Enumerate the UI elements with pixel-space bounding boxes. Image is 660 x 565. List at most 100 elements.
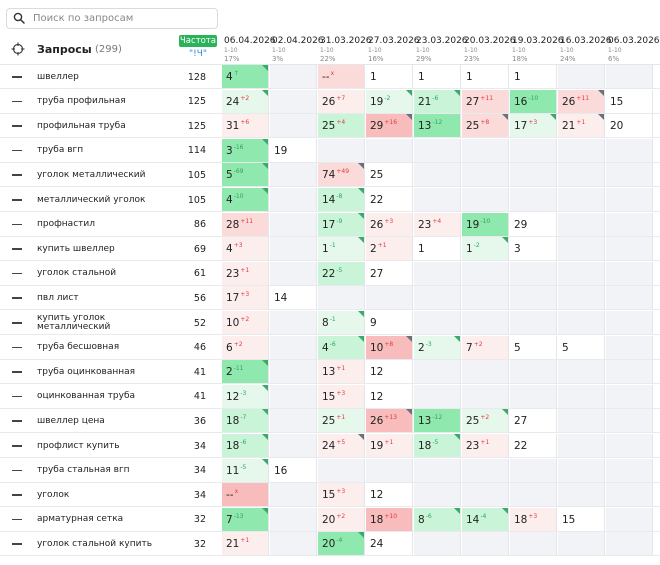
position-cell[interactable]: 29+16 xyxy=(366,114,413,138)
position-cell[interactable]: 18-6 xyxy=(222,434,269,457)
position-cell[interactable]: 8-1 xyxy=(318,311,365,334)
position-cell[interactable]: 26+3 xyxy=(366,212,413,236)
position-cell[interactable]: 19+1 xyxy=(366,434,413,457)
position-cell[interactable]: 18-7 xyxy=(222,409,269,433)
position-cell[interactable]: 5-69 xyxy=(222,163,269,187)
frequency-badge[interactable]: Частота xyxy=(179,35,217,47)
position-cell[interactable]: 3 xyxy=(510,237,557,261)
position-cell[interactable]: 2-11 xyxy=(222,360,269,384)
remove-query-icon[interactable] xyxy=(12,125,22,127)
position-cell[interactable]: 23+1 xyxy=(462,434,509,457)
position-cell[interactable]: 2-3 xyxy=(414,335,461,359)
query-text[interactable]: купить уголок металлический xyxy=(37,313,111,332)
query-text[interactable]: профнастил xyxy=(37,219,95,230)
date-column-0[interactable]: 06.04.2026 1-10 17% xyxy=(222,34,276,64)
position-cell[interactable]: 12 xyxy=(366,384,413,408)
position-cell[interactable]: 1-1 xyxy=(318,237,365,261)
query-text[interactable]: профильная труба xyxy=(37,120,126,131)
position-cell[interactable]: 9 xyxy=(366,311,413,334)
position-cell[interactable]: 10+8 xyxy=(366,335,413,359)
query-text[interactable]: труба профильная xyxy=(37,96,126,107)
position-cell[interactable]: 24+2 xyxy=(222,89,269,113)
remove-query-icon[interactable] xyxy=(12,371,22,373)
date-column-3[interactable]: 27.03.2026 1-10 16% xyxy=(366,34,420,64)
position-cell[interactable]: 4+3 xyxy=(222,237,269,261)
date-column-8[interactable]: 06.03.2026 1-10 6% xyxy=(606,34,660,64)
remove-query-icon[interactable] xyxy=(12,494,22,496)
position-cell[interactable]: 21+1 xyxy=(558,114,605,138)
position-cell[interactable]: 15 xyxy=(558,507,605,531)
position-cell[interactable]: 17+3 xyxy=(222,286,269,310)
remove-query-icon[interactable] xyxy=(12,174,22,176)
position-cell[interactable]: 22 xyxy=(366,188,413,211)
position-cell[interactable]: 15+3 xyxy=(318,483,365,507)
position-cell[interactable]: 2+1 xyxy=(366,237,413,261)
remove-query-icon[interactable] xyxy=(12,395,22,398)
query-text[interactable]: профлист купить xyxy=(37,440,120,451)
position-cell[interactable]: 21-6 xyxy=(414,89,461,113)
query-text[interactable]: уголок металлический xyxy=(37,169,146,180)
position-cell[interactable]: 27 xyxy=(366,261,413,285)
position-cell[interactable]: 29 xyxy=(510,212,557,236)
position-cell[interactable]: 16-10 xyxy=(510,89,557,113)
remove-query-icon[interactable] xyxy=(12,543,22,545)
position-cell[interactable]: 12 xyxy=(366,483,413,507)
query-text[interactable]: металлический уголок xyxy=(37,194,146,205)
position-cell[interactable]: 8-6 xyxy=(414,507,461,531)
position-cell[interactable]: 1 xyxy=(510,65,557,88)
remove-query-icon[interactable] xyxy=(12,297,22,299)
crosshair-icon[interactable] xyxy=(11,42,25,56)
position-cell[interactable]: 25+4 xyxy=(318,114,365,138)
position-cell[interactable]: --x xyxy=(318,65,365,88)
query-text[interactable]: пвл лист xyxy=(37,292,79,303)
position-cell[interactable]: 11-5 xyxy=(222,458,269,482)
position-cell[interactable]: 20 xyxy=(606,114,653,138)
position-cell[interactable]: 25+8 xyxy=(462,114,509,138)
position-cell[interactable]: 21+1 xyxy=(222,532,269,556)
position-cell[interactable]: 4↑ xyxy=(222,65,269,88)
remove-query-icon[interactable] xyxy=(12,322,22,324)
remove-query-icon[interactable] xyxy=(12,469,22,472)
remove-query-icon[interactable] xyxy=(12,272,22,275)
position-cell[interactable]: 27+11 xyxy=(462,89,509,113)
search-box[interactable] xyxy=(6,8,218,29)
position-cell[interactable]: 10+2 xyxy=(222,311,269,334)
remove-query-icon[interactable] xyxy=(12,248,22,250)
position-cell[interactable]: 13+1 xyxy=(318,360,365,384)
query-text[interactable]: уголок стальной купить xyxy=(37,538,153,549)
position-cell[interactable]: 7+2 xyxy=(462,335,509,359)
date-column-2[interactable]: 31.03.2026 1-10 22% xyxy=(318,34,372,64)
position-cell[interactable]: 15+3 xyxy=(318,384,365,408)
date-column-1[interactable]: 02.04.2026 1-10 3% xyxy=(270,34,324,64)
query-text[interactable]: уголок xyxy=(37,489,70,500)
remove-query-icon[interactable] xyxy=(12,518,22,521)
position-cell[interactable]: 6+2 xyxy=(222,335,269,359)
position-cell[interactable]: 14 xyxy=(270,286,317,310)
query-text[interactable]: труба оцинкованная xyxy=(37,366,136,377)
remove-query-icon[interactable] xyxy=(12,100,22,103)
query-text[interactable]: швеллер xyxy=(37,71,79,82)
position-cell[interactable]: 1 xyxy=(462,65,509,88)
position-cell[interactable]: 13-12 xyxy=(414,409,461,433)
position-cell[interactable]: 19 xyxy=(270,138,317,162)
query-text[interactable]: швеллер цена xyxy=(37,415,105,426)
position-cell[interactable]: 20+2 xyxy=(318,507,365,531)
position-cell[interactable]: 74+49 xyxy=(318,163,365,187)
frequency-type[interactable]: "!Ч" xyxy=(188,49,208,59)
date-column-5[interactable]: 20.03.2026 1-10 23% xyxy=(462,34,516,64)
position-cell[interactable]: 26+13 xyxy=(366,409,413,433)
query-text[interactable]: труба вгп xyxy=(37,145,84,156)
query-text[interactable]: уголок стальной xyxy=(37,268,117,279)
position-cell[interactable]: 13-12 xyxy=(414,114,461,138)
position-cell[interactable]: --x xyxy=(222,483,269,507)
remove-query-icon[interactable] xyxy=(12,149,22,152)
position-cell[interactable]: 31+6 xyxy=(222,114,269,138)
position-cell[interactable]: 5 xyxy=(558,335,605,359)
position-cell[interactable]: 7-13 xyxy=(222,507,269,531)
position-cell[interactable]: 12 xyxy=(366,360,413,384)
position-cell[interactable]: 24+5 xyxy=(318,434,365,457)
position-cell[interactable]: 23+4 xyxy=(414,212,461,236)
position-cell[interactable]: 5 xyxy=(510,335,557,359)
query-text[interactable]: оцинкованная труба xyxy=(37,391,136,402)
position-cell[interactable]: 22-5 xyxy=(318,261,365,285)
